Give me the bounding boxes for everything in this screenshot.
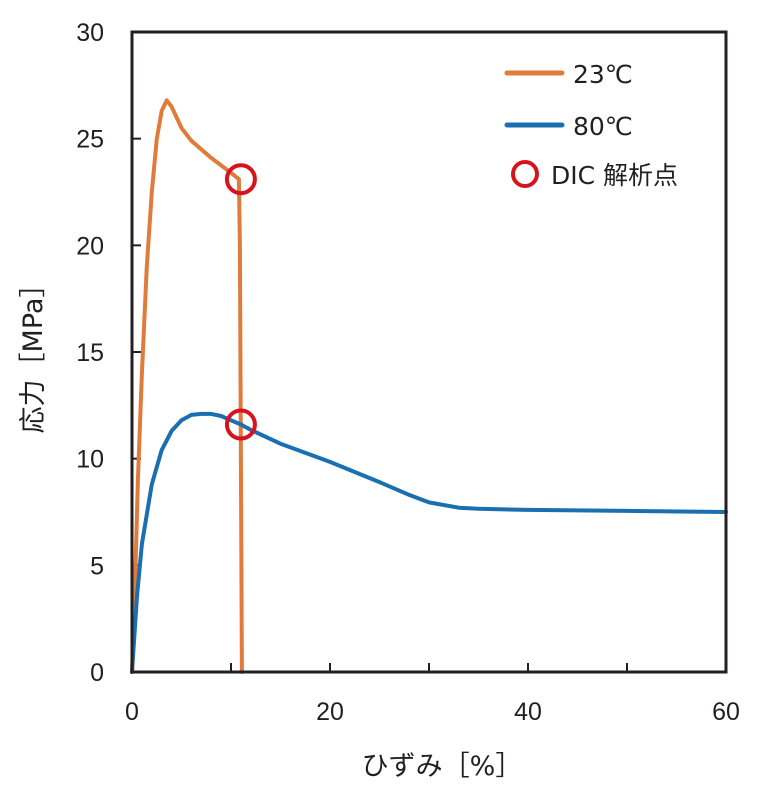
plot-frame: [130, 30, 728, 674]
x-tick-label: 60: [712, 698, 740, 726]
series-line-80c: [130, 411, 728, 674]
x-axis-title: ひずみ［%］: [362, 751, 523, 782]
legend: 23℃ 80℃ DIC 解析点: [504, 60, 678, 190]
legend-dic-marker-icon: [511, 160, 539, 188]
y-tick-label: 15: [76, 339, 104, 367]
dic-analysis-point: [224, 163, 257, 196]
y-axis-title: 応力［MPa］: [18, 271, 49, 434]
y-tick-label: 5: [90, 552, 104, 580]
series-line-23c: [130, 98, 244, 674]
x-tick-label: 40: [514, 698, 542, 726]
x-tick-label: 0: [125, 698, 139, 726]
y-tick-label: 0: [90, 659, 104, 687]
x-tick-label: 20: [316, 698, 344, 726]
y-tick-label: 30: [76, 19, 104, 47]
legend-label-dic: DIC 解析点: [551, 161, 678, 190]
legend-label-80c: 80℃: [573, 112, 633, 141]
dic-analysis-point: [224, 408, 257, 441]
y-tick-label: 10: [76, 446, 104, 474]
y-tick-label: 25: [76, 126, 104, 154]
y-tick-label: 20: [76, 232, 104, 260]
legend-label-23c: 23℃: [573, 60, 633, 89]
